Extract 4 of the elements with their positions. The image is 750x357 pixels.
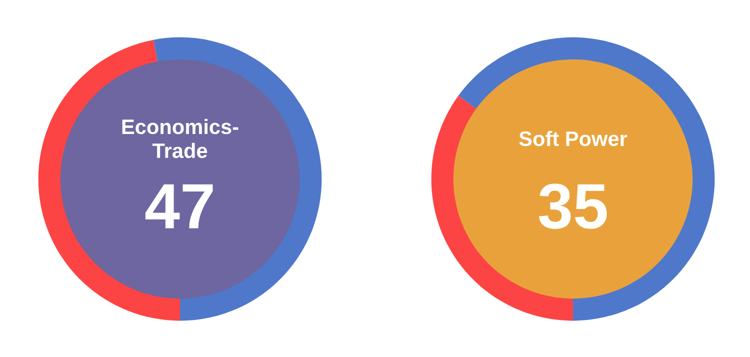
data-label: 35 [538, 184, 607, 229]
text: Economics- Trade [122, 118, 238, 158]
text: Soft Power [519, 130, 628, 146]
data-label: 47 [145, 184, 213, 228]
